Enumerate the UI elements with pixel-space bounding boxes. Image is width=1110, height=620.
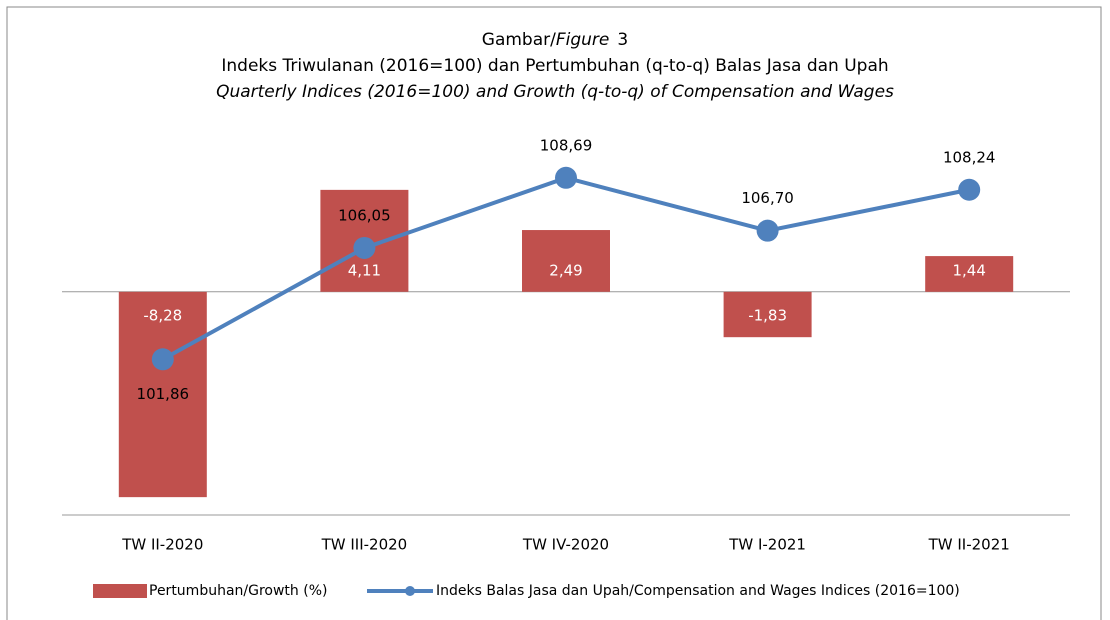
point <box>353 236 376 259</box>
title-prefix: Gambar/ <box>482 30 556 50</box>
title-emphasis: Figure <box>556 30 610 50</box>
chart-title: Gambar/Figure 3 <box>482 30 628 50</box>
point <box>151 348 174 371</box>
bar-label: 4,11 <box>348 261 381 279</box>
chart-subtitle: Indeks Triwulanan (2016=100) dan Pertumb… <box>221 56 888 76</box>
legend-label: Pertumbuhan/Growth (%) <box>149 583 327 599</box>
x-tick-label: TW II-2020 <box>121 536 203 554</box>
legend-label: Indeks Balas Jasa dan Upah/Compensation … <box>436 583 960 599</box>
point-label: 101,86 <box>137 385 190 403</box>
x-tick-label: TW III-2020 <box>321 536 408 554</box>
point <box>958 178 981 201</box>
x-tick-label: TW IV-2020 <box>522 536 609 554</box>
legend-swatch <box>405 586 415 596</box>
point-label: 106,05 <box>338 206 391 224</box>
point-label: 108,69 <box>540 136 593 154</box>
x-tick-label: TW II-2021 <box>928 536 1010 554</box>
chart-subtitle-en: Quarterly Indices (2016=100) and Growth … <box>216 82 894 102</box>
bar <box>118 291 207 498</box>
bar <box>925 256 1014 292</box>
x-tick-label: TW I-2021 <box>728 536 806 554</box>
point <box>756 219 779 242</box>
bar <box>723 291 812 338</box>
title-number: 3 <box>617 30 628 50</box>
bar-label: -1,83 <box>748 306 787 324</box>
point-label: 108,24 <box>943 148 996 166</box>
bar-label: 2,49 <box>549 261 582 279</box>
point <box>555 166 577 189</box>
chart-frame <box>6 6 1102 620</box>
legend-swatch <box>93 584 147 598</box>
bar-label: 1,44 <box>952 261 985 279</box>
point-label: 106,70 <box>741 189 794 207</box>
bar-label: -8,28 <box>143 306 182 324</box>
bar <box>522 230 610 292</box>
